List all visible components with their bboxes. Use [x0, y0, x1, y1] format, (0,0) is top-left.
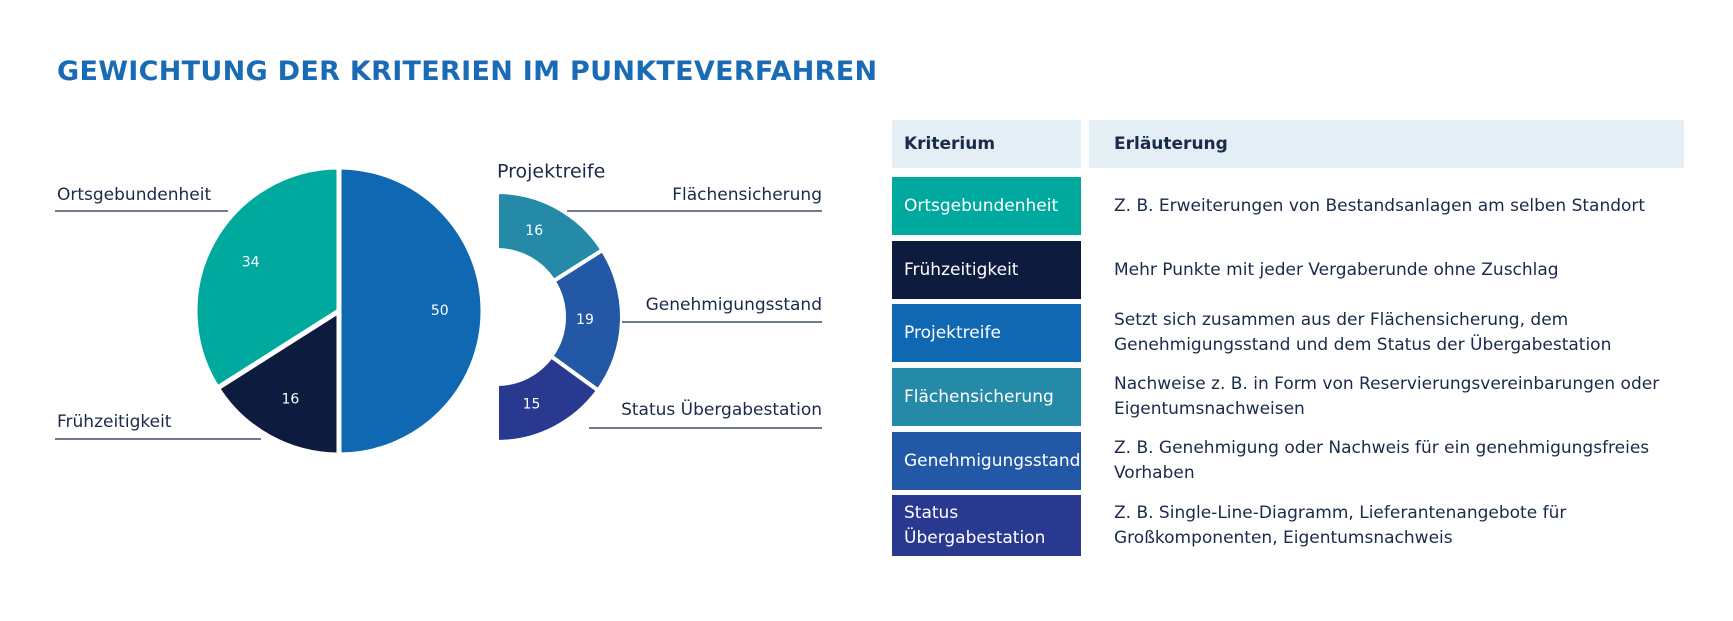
value-label: 16	[525, 223, 543, 239]
value-label: 15	[523, 396, 541, 412]
criterion-cell: Status Übergabestation	[892, 495, 1081, 556]
criterion-cell: Genehmigungsstand	[892, 432, 1081, 490]
category-label: Ortsgebundenheit	[57, 185, 211, 205]
category-label: Frühzeitigkeit	[57, 412, 172, 432]
value-label: 50	[431, 303, 449, 319]
explanation-cell: Z. B. Erweiterungen von Bestandsanlagen …	[1114, 195, 1646, 216]
explanation-cell: Mehr Punkte mit jeder Vergaberunde ohne …	[1114, 259, 1559, 280]
donut-segment	[495, 353, 601, 445]
donut-segment	[548, 247, 624, 394]
header-cell: Erläuterung	[1089, 120, 1684, 168]
pie-slice	[336, 164, 486, 458]
explanation-cell: Z. B. Genehmigung oder Nachweis für ein …	[1114, 438, 1650, 483]
title: GEWICHTUNG DER KRITERIEN IM PUNKTEVERFAH…	[57, 56, 878, 87]
category-label: Status Übergabestation	[621, 398, 822, 420]
explanation-cell: Z. B. Single-Line-Diagramm, Lieferantena…	[1114, 502, 1567, 548]
value-label: 19	[576, 312, 594, 328]
criterion-cell: Frühzeitigkeit	[892, 241, 1081, 299]
category-label: Genehmigungsstand	[646, 295, 822, 315]
pie-slice	[213, 306, 342, 458]
category-label: Flächensicherung	[672, 185, 822, 205]
explanation-cell: Nachweise z. B. in Form von Reservierung…	[1114, 374, 1660, 419]
criterion-cell: Flächensicherung	[892, 368, 1081, 426]
value-label: 34	[242, 254, 260, 270]
category-label: Projektreife	[497, 161, 605, 183]
criterion-cell: Projektreife	[892, 304, 1081, 362]
criterion-cell: Ortsgebundenheit	[892, 177, 1081, 235]
value-label: 16	[282, 391, 300, 407]
explanation-cell: Setzt sich zusammen aus der Flächensiche…	[1114, 310, 1612, 355]
header-cell: Kriterium	[892, 120, 1081, 168]
charts: 34 Ortsgebundenheit 16 Frühzeitigkeit 50 Proj…	[55, 160, 822, 458]
